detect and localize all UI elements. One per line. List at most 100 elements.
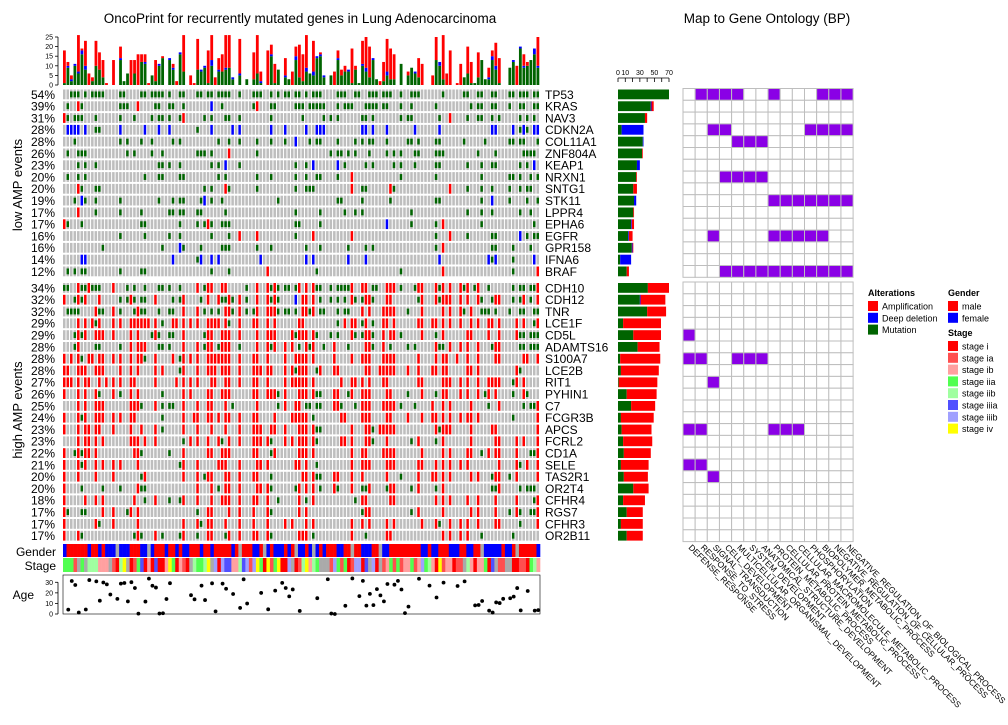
cell-background: [116, 283, 119, 293]
cell-mutation: [81, 268, 84, 274]
cell-background: [354, 160, 357, 170]
cell-amplification: [389, 413, 392, 423]
cell-background: [109, 137, 112, 147]
cell-mutation: [512, 268, 515, 274]
cell-background: [123, 389, 126, 399]
cell-amplification: [63, 425, 66, 435]
cell-background: [91, 436, 94, 446]
cell-background: [442, 101, 445, 111]
cell-mutation: [372, 332, 375, 338]
cell-background: [123, 413, 126, 423]
cell-amplification: [88, 436, 91, 446]
cell-background: [172, 377, 175, 387]
cell-background: [231, 184, 234, 194]
cell-background: [91, 295, 94, 305]
cell-amplification: [221, 389, 224, 399]
cell-background: [508, 231, 511, 241]
cell-background: [249, 160, 252, 170]
cell-background: [270, 354, 273, 364]
cell-background: [70, 160, 73, 170]
cell-background: [298, 184, 301, 194]
cell-background: [67, 243, 70, 253]
cell-amplification: [214, 366, 217, 376]
cell-background: [459, 401, 462, 411]
cell-amplification: [298, 330, 301, 340]
cell-background: [498, 283, 501, 293]
cell-amplification: [256, 283, 259, 293]
cell-amplification: [259, 425, 262, 435]
cell-background: [403, 101, 406, 111]
cell-background: [189, 425, 192, 435]
cell-amplification: [77, 389, 80, 399]
cell-background: [375, 425, 378, 435]
cell-amplification: [470, 413, 473, 423]
cell-amplification: [386, 389, 389, 399]
cell-background: [287, 184, 290, 194]
cell-background: [126, 436, 129, 446]
bar-mutation: [466, 73, 469, 85]
cell-background: [519, 425, 522, 435]
cell-background: [235, 354, 238, 364]
cell-background: [116, 389, 119, 399]
cell-background: [456, 366, 459, 376]
cell-mutation: [217, 309, 220, 315]
cell-background: [365, 90, 368, 100]
cell-background: [116, 342, 119, 352]
cell-background: [287, 160, 290, 170]
cell-mutation: [309, 309, 312, 315]
cell-background: [393, 101, 396, 111]
cell-background: [298, 231, 301, 241]
cell-background: [368, 160, 371, 170]
bar-amplification: [298, 45, 301, 78]
cell-mutation: [344, 103, 347, 109]
cell-background: [452, 219, 455, 229]
cell-background: [473, 307, 476, 317]
cell-amplification: [210, 354, 213, 364]
cell-background: [123, 436, 126, 446]
cell-background: [186, 137, 189, 147]
cell-background: [259, 330, 262, 340]
cell-background: [252, 295, 255, 305]
cell-background: [337, 208, 340, 218]
cell-background: [319, 231, 322, 241]
cell-background: [484, 219, 487, 229]
cell-background: [158, 425, 161, 435]
cell-background: [231, 101, 234, 111]
bar-amplification: [368, 47, 371, 78]
cell-background: [512, 231, 515, 241]
cell-background: [340, 366, 343, 376]
cell-mutation: [477, 91, 480, 97]
cell-background: [333, 377, 336, 387]
cell-background: [84, 307, 87, 317]
cell-background: [151, 318, 154, 328]
cell-background: [445, 172, 448, 182]
cell-amplification: [207, 295, 210, 305]
cell-mutation: [294, 186, 297, 192]
cell-background: [84, 137, 87, 147]
cell-background: [119, 172, 122, 182]
cell-background: [316, 208, 319, 218]
cell-mutation: [512, 379, 515, 385]
bar-amplification: [70, 75, 73, 79]
cell-mutation: [386, 150, 389, 156]
cell-background: [168, 425, 171, 435]
cell-background: [154, 113, 157, 123]
cell-background: [245, 184, 248, 194]
cell-amplification: [210, 425, 213, 435]
cell-mutation: [161, 403, 164, 409]
cell-amplification: [140, 425, 143, 435]
cell-background: [165, 125, 168, 135]
cell-background: [245, 90, 248, 100]
cell-background: [74, 208, 77, 218]
cell-background: [186, 307, 189, 317]
cell-background: [88, 389, 91, 399]
cell-background: [200, 377, 203, 387]
cell-amplification: [302, 413, 305, 423]
cell-background: [235, 172, 238, 182]
cell-background: [140, 125, 143, 135]
cell-background: [81, 137, 84, 147]
cell-background: [280, 101, 283, 111]
cell-background: [452, 231, 455, 241]
cell-mutation: [316, 427, 319, 433]
cell-background: [428, 184, 431, 194]
